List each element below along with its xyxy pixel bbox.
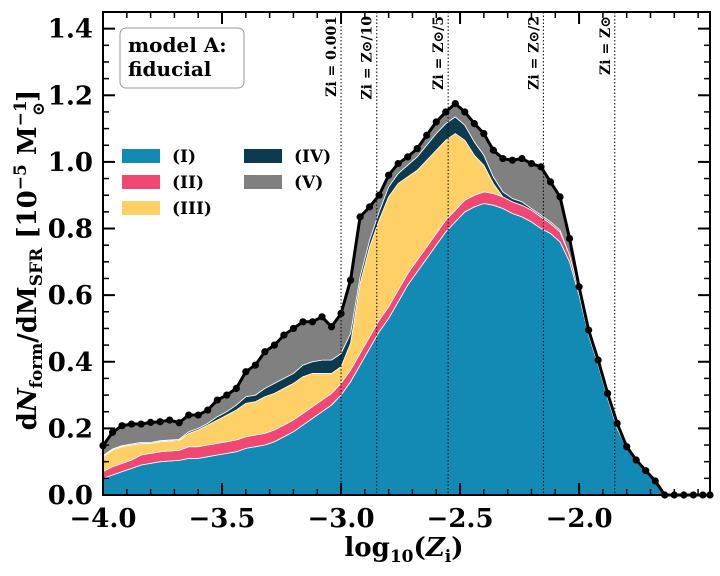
- total-point-49: [556, 193, 564, 201]
- total-point-46: [527, 159, 536, 168]
- total-point-2: [108, 428, 117, 436]
- x-tick-label-5: −2.0: [546, 504, 613, 534]
- y-tick-label-6: 1.0: [48, 148, 93, 178]
- total-point-55: [613, 419, 621, 427]
- reference-lines: Zi = 0.001 Zi = Z⊙/10 Zi = Z⊙/5 Zi = Z⊙/2 Zi…: [324, 12, 616, 495]
- x-tick-label-3: −3.0: [308, 504, 375, 534]
- total-point-3: [118, 422, 126, 430]
- annotation-line-2: fiducial: [128, 57, 212, 81]
- annotation-box: [119, 27, 245, 89]
- total-point-53: [594, 356, 602, 364]
- total-point-48: [546, 178, 555, 186]
- total-point-9: [175, 419, 183, 427]
- total-point-4: [127, 420, 136, 428]
- total-point-32: [394, 159, 402, 168]
- total-point-12: [204, 406, 212, 414]
- legend-swatch-5: [244, 175, 282, 189]
- total-point-6: [147, 418, 155, 426]
- total-point-42: [489, 146, 497, 154]
- y-axis-title: dNform/dMSFR [10−5 M−1⊙]: [11, 90, 49, 431]
- legend-label-3: (III): [172, 199, 212, 219]
- x-tick-label-1: −4.0: [69, 504, 136, 534]
- total-point-34: [413, 144, 421, 153]
- y-tick-label-5: 0.8: [48, 215, 93, 245]
- total-point-59: [651, 477, 659, 485]
- legend-label-1: (I): [172, 147, 196, 167]
- total-point-44: [508, 156, 517, 164]
- x-tick-label-4: −2.5: [427, 504, 494, 534]
- total-point-18: [261, 348, 269, 356]
- total-point-14: [223, 391, 231, 399]
- total-point-20: [280, 331, 288, 339]
- total-point-35: [423, 131, 431, 139]
- total-point-15: [232, 384, 240, 393]
- total-point-47: [537, 163, 545, 171]
- legend: (I) (II) (III) (IV) (V): [122, 147, 331, 219]
- legend-swatch-3: [122, 201, 160, 215]
- total-point-39: [461, 108, 469, 116]
- total-point-57: [632, 456, 640, 464]
- legend-swatch-2: [122, 175, 160, 189]
- total-point-37: [442, 108, 450, 116]
- total-point-40: [470, 119, 478, 128]
- total-point-56: [623, 443, 631, 451]
- y-tick-label-1: 0.0: [48, 481, 93, 511]
- total-point-28: [356, 213, 364, 221]
- total-point-51: [575, 283, 583, 291]
- total-point-29: [366, 203, 374, 211]
- y-tick-label-2: 0.2: [48, 414, 93, 444]
- total-point-8: [166, 416, 174, 424]
- reference-label-3: Zi = Z⊙/5: [431, 16, 447, 90]
- legend-label-4: (IV): [294, 147, 331, 167]
- reference-label-1: Zi = 0.001: [324, 16, 340, 97]
- model-annotation: model A: fiducial: [119, 27, 245, 89]
- legend-label-2: (II): [172, 173, 204, 193]
- total-point-54: [604, 389, 612, 397]
- total-point-19: [270, 341, 278, 349]
- x-tick-label-2: −3.5: [189, 504, 256, 534]
- total-point-24: [318, 313, 326, 321]
- total-point-43: [499, 154, 507, 163]
- reference-label-4: Zi = Z⊙/2: [526, 16, 542, 90]
- total-point-22: [299, 318, 307, 326]
- total-point-41: [480, 129, 488, 138]
- plot-frame: [102, 11, 711, 496]
- y-tick-label-4: 0.6: [48, 281, 93, 311]
- axes: −4.0 −3.5 −3.0 −2.5 −2.0 0.0 0.2 0.4 0.6 0.8 1.0 1.…: [48, 11, 711, 534]
- total-point-27: [346, 276, 355, 284]
- reference-label-2: Zi = Z⊙/10: [360, 16, 376, 100]
- total-point-38: [451, 100, 459, 108]
- total-point-5: [137, 420, 145, 428]
- total-point-33: [404, 153, 412, 161]
- reference-label-5: Zi = Z⊙: [598, 16, 614, 75]
- y-tick-label-8: 1.4: [48, 15, 93, 45]
- total-point-50: [565, 234, 574, 243]
- total-point-16: [242, 368, 250, 376]
- total-point-52: [585, 326, 593, 334]
- legend-swatch-4: [244, 149, 282, 163]
- total-point-11: [194, 411, 202, 419]
- y-tick-label-7: 1.2: [48, 81, 93, 111]
- total-point-58: [642, 467, 650, 475]
- total-point-30: [375, 191, 383, 199]
- total-point-17: [251, 361, 259, 369]
- annotation-line-1: model A:: [128, 33, 227, 57]
- total-point-13: [213, 396, 221, 404]
- legend-swatch-1: [122, 149, 160, 163]
- legend-label-5: (V): [294, 173, 323, 193]
- total-point-26: [337, 309, 345, 318]
- total-point-45: [518, 154, 526, 163]
- total-point-21: [289, 324, 298, 333]
- total-point-10: [185, 411, 193, 419]
- total-point-7: [156, 418, 164, 426]
- y-tick-label-3: 0.4: [48, 348, 93, 378]
- total-point-31: [385, 171, 393, 179]
- x-axis-title: log10(Zi): [344, 533, 463, 567]
- total-point-25: [327, 323, 336, 331]
- total-point-23: [308, 318, 317, 326]
- total-point-36: [432, 118, 440, 126]
